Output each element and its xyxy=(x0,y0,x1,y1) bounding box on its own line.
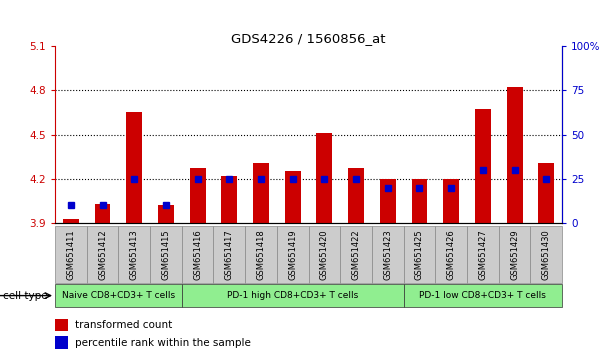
Text: GSM651430: GSM651430 xyxy=(542,229,551,280)
Bar xyxy=(253,162,269,223)
FancyBboxPatch shape xyxy=(119,226,150,283)
Bar xyxy=(63,218,79,223)
FancyBboxPatch shape xyxy=(499,226,530,283)
Text: PD-1 high CD8+CD3+ T cells: PD-1 high CD8+CD3+ T cells xyxy=(227,291,358,300)
FancyBboxPatch shape xyxy=(372,226,404,283)
FancyBboxPatch shape xyxy=(404,284,562,308)
Text: cell type: cell type xyxy=(3,291,48,301)
Bar xyxy=(538,162,554,223)
Bar xyxy=(55,319,68,331)
Bar xyxy=(126,112,142,223)
FancyBboxPatch shape xyxy=(309,226,340,283)
Bar xyxy=(443,179,459,223)
Text: GSM651419: GSM651419 xyxy=(288,229,297,280)
Bar xyxy=(55,336,68,349)
Bar xyxy=(412,179,428,223)
Text: GSM651411: GSM651411 xyxy=(67,229,75,280)
FancyBboxPatch shape xyxy=(182,226,213,283)
FancyBboxPatch shape xyxy=(277,226,309,283)
FancyBboxPatch shape xyxy=(340,226,372,283)
Text: GSM651422: GSM651422 xyxy=(351,229,360,280)
Bar xyxy=(221,176,237,223)
Bar xyxy=(380,179,396,223)
FancyBboxPatch shape xyxy=(213,226,245,283)
Bar xyxy=(158,205,174,223)
Bar xyxy=(475,109,491,223)
FancyBboxPatch shape xyxy=(435,226,467,283)
Bar xyxy=(95,204,111,223)
Text: GSM651418: GSM651418 xyxy=(257,229,266,280)
Text: GSM651425: GSM651425 xyxy=(415,229,424,280)
Text: GSM651417: GSM651417 xyxy=(225,229,234,280)
Text: GSM651413: GSM651413 xyxy=(130,229,139,280)
Text: GSM651412: GSM651412 xyxy=(98,229,107,280)
Text: Naive CD8+CD3+ T cells: Naive CD8+CD3+ T cells xyxy=(62,291,175,300)
Text: GSM651426: GSM651426 xyxy=(447,229,456,280)
Text: GSM651429: GSM651429 xyxy=(510,229,519,280)
Text: transformed count: transformed count xyxy=(75,320,172,330)
Bar xyxy=(348,169,364,223)
Text: GSM651427: GSM651427 xyxy=(478,229,488,280)
Text: percentile rank within the sample: percentile rank within the sample xyxy=(75,338,251,348)
FancyBboxPatch shape xyxy=(467,226,499,283)
FancyBboxPatch shape xyxy=(87,226,119,283)
Text: GSM651423: GSM651423 xyxy=(383,229,392,280)
FancyBboxPatch shape xyxy=(530,226,562,283)
Text: GSM651420: GSM651420 xyxy=(320,229,329,280)
Bar xyxy=(285,171,301,223)
FancyBboxPatch shape xyxy=(245,226,277,283)
FancyBboxPatch shape xyxy=(55,226,87,283)
Text: PD-1 low CD8+CD3+ T cells: PD-1 low CD8+CD3+ T cells xyxy=(419,291,546,300)
Title: GDS4226 / 1560856_at: GDS4226 / 1560856_at xyxy=(232,32,386,45)
Text: GSM651415: GSM651415 xyxy=(161,229,170,280)
FancyBboxPatch shape xyxy=(404,226,435,283)
FancyBboxPatch shape xyxy=(150,226,182,283)
Bar xyxy=(189,169,205,223)
Bar xyxy=(507,87,522,223)
Bar xyxy=(316,133,332,223)
Text: GSM651416: GSM651416 xyxy=(193,229,202,280)
FancyBboxPatch shape xyxy=(182,284,404,308)
FancyBboxPatch shape xyxy=(55,284,182,308)
